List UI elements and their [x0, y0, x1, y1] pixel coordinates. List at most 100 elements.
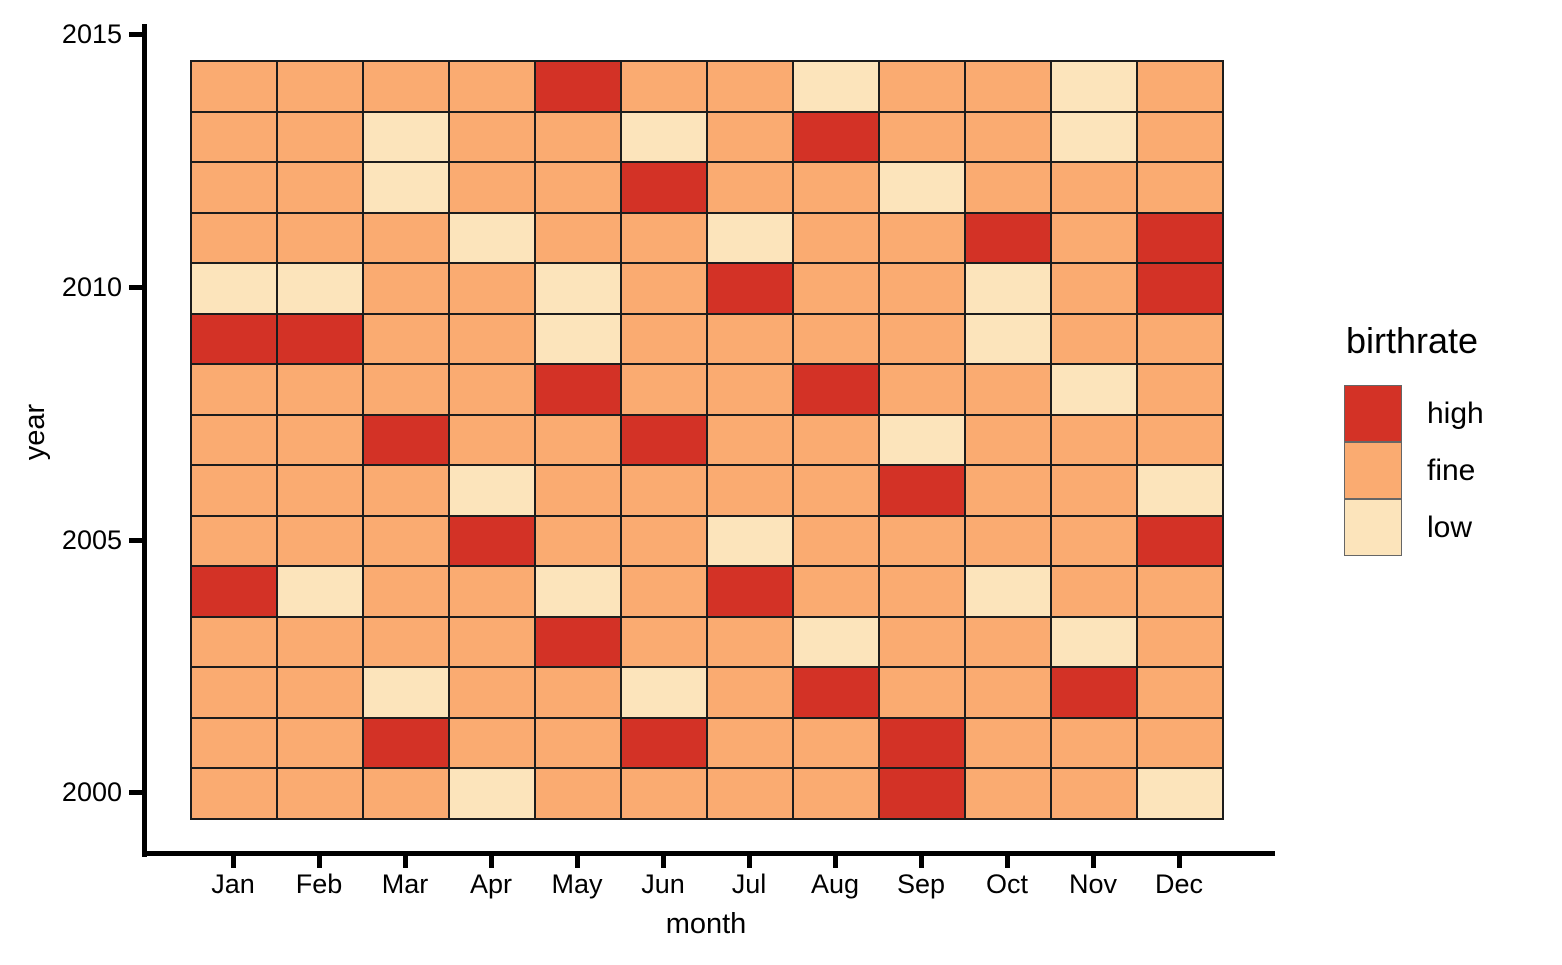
heatmap-cell: [1137, 616, 1223, 668]
heatmap-cell: [1051, 263, 1137, 314]
heatmap-cell: [191, 414, 277, 466]
heatmap-cell: [965, 667, 1051, 718]
heatmap-cell: [965, 212, 1051, 264]
heatmap-cell: [277, 465, 363, 516]
heatmap-cell: [191, 515, 277, 567]
heatmap-cell: [363, 616, 449, 668]
legend-label: high: [1427, 396, 1484, 430]
heatmap-cell: [621, 61, 707, 112]
heatmap-cell: [363, 212, 449, 264]
heatmap-cell: [707, 616, 793, 668]
heatmap-cell: [707, 111, 793, 163]
heatmap-cell: [191, 162, 277, 213]
x-tick-label: May: [551, 869, 603, 899]
heatmap-cell: [707, 162, 793, 213]
heatmap-cell: [965, 616, 1051, 668]
heatmap-cell: [277, 61, 363, 112]
heatmap-cell: [621, 313, 707, 365]
heatmap-cell: [793, 162, 879, 213]
heatmap-cell: [621, 364, 707, 415]
heatmap-cell: [793, 263, 879, 314]
legend-label: low: [1427, 510, 1473, 544]
heatmap-cell: [449, 616, 535, 668]
heatmap-cell: [363, 667, 449, 718]
heatmap-cell: [191, 111, 277, 163]
heatmap-cell: [363, 414, 449, 466]
heatmap-cell: [621, 263, 707, 314]
x-axis-title: month: [665, 908, 747, 940]
heatmap-cell: [707, 212, 793, 264]
heatmap-cell: [277, 364, 363, 415]
heatmap-cell: [793, 212, 879, 264]
heatmap-cell: [1051, 61, 1137, 112]
heatmap-cell: [793, 465, 879, 516]
heatmap-cell: [535, 566, 621, 617]
heatmap-cell: [363, 111, 449, 163]
heatmap-cell: [277, 566, 363, 617]
heatmap-cell: [191, 566, 277, 617]
x-tick-mark: [660, 856, 666, 868]
legend-items: high fine low: [1344, 385, 1554, 556]
y-tick-label: 2005: [61, 524, 122, 555]
heatmap-cell: [879, 364, 965, 415]
heatmap-cell: [1051, 566, 1137, 617]
heatmap-cell: [191, 364, 277, 415]
heatmap-cell: [707, 667, 793, 718]
heatmap-cell: [707, 768, 793, 819]
heatmap-cell: [535, 111, 621, 163]
heatmap-cell: [1051, 414, 1137, 466]
heatmap-cell: [535, 61, 621, 112]
heatmap-cell: [1137, 111, 1223, 163]
heatmap-cell: [879, 111, 965, 163]
heatmap-cell: [707, 263, 793, 314]
x-tick-label: Jul: [731, 869, 767, 899]
heatmap-cell: [793, 667, 879, 718]
heatmap-cell: [535, 717, 621, 769]
x-tick-label: Mar: [381, 869, 429, 899]
heatmap-cell: [449, 61, 535, 112]
heatmap-cell: [449, 162, 535, 213]
heatmap-panel: [190, 60, 1224, 820]
heatmap-cell: [1051, 717, 1137, 769]
heatmap-cell: [449, 313, 535, 365]
heatmap-cell: [277, 717, 363, 769]
heatmap-cell: [535, 768, 621, 819]
legend-swatch-high: [1344, 385, 1402, 442]
heatmap-cell: [621, 667, 707, 718]
heatmap-cell: [707, 414, 793, 466]
heatmap-cell: [793, 566, 879, 617]
heatmap-cell: [363, 768, 449, 819]
heatmap-cell: [363, 566, 449, 617]
heatmap-cell: [965, 566, 1051, 617]
heatmap-cell: [1137, 515, 1223, 567]
heatmap-cell: [1137, 364, 1223, 415]
heatmap-cell: [621, 465, 707, 516]
heatmap-cell: [191, 61, 277, 112]
y-tick-label: 2000: [61, 777, 122, 808]
heatmap-cell: [707, 515, 793, 567]
heatmap-cell: [191, 263, 277, 314]
heatmap-cell: [191, 212, 277, 264]
heatmap-cell: [191, 313, 277, 365]
heatmap-cell: [1137, 263, 1223, 314]
heatmap-cell: [793, 515, 879, 567]
heatmap-cell: [621, 111, 707, 163]
heatmap-cell: [535, 162, 621, 213]
heatmap-cell: [965, 717, 1051, 769]
heatmap-cell: [621, 162, 707, 213]
heatmap-cell: [707, 364, 793, 415]
heatmap-cell: [879, 515, 965, 567]
heatmap-cell: [1051, 313, 1137, 365]
y-tick-mark: [129, 790, 142, 796]
heatmap-cell: [707, 717, 793, 769]
heatmap-cell: [535, 212, 621, 264]
heatmap-cell: [449, 111, 535, 163]
x-tick-label: Dec: [1154, 869, 1203, 899]
heatmap-cell: [277, 212, 363, 264]
heatmap-cell: [277, 414, 363, 466]
heatmap-cell: [191, 717, 277, 769]
heatmap-cell: [535, 667, 621, 718]
heatmap-cell: [449, 465, 535, 516]
heatmap-cell: [1051, 212, 1137, 264]
heatmap-cell: [449, 717, 535, 769]
